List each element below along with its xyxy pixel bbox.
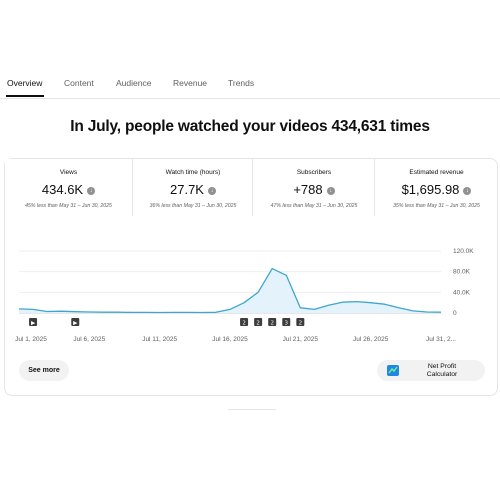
analytics-card: Views 434.6K ↓ 45% less than May 31 – Jun… [4, 158, 498, 396]
y-tick-label: 80.0K [453, 269, 471, 276]
npc-label: Net Profit Calculator [426, 363, 458, 378]
x-tick-label: Jul 16, 2025 [212, 336, 248, 343]
video-marker-label: ▶ [31, 320, 36, 326]
metric-comparison: 35% less than May 31 – Jun 30, 2025 [393, 203, 480, 209]
video-marker-label: 2 [270, 320, 274, 326]
page-headline: In July, people watched your videos 434,… [70, 118, 430, 135]
trend-down-icon: ↓ [87, 187, 96, 195]
y-tick-label: 120.0K [453, 248, 474, 255]
metric-value-text: +788 [293, 182, 323, 197]
x-tick-label: Jul 1, 2025 [15, 336, 47, 343]
metric-comparison: 36% less than May 31 – Jun 30, 2025 [149, 203, 237, 209]
y-tick-label: 40.0K [453, 289, 471, 296]
views-chart[interactable]: 120.0K 80.0K 40.0K 0 ▶ ▶ 2 2 2 3 2 Jul 1, 2025 Jul 6… [5, 229, 497, 349]
metric-watch-time[interactable]: Watch time (hours) 27.7K ↓ 36% less than … [132, 159, 253, 216]
video-marker [29, 318, 38, 326]
calculator-logo-icon [387, 365, 399, 376]
trend-down-icon: ↓ [463, 187, 472, 195]
metric-comparison: 45% less than May 31 – Jun 30, 2025 [25, 203, 112, 209]
metric-value: +788 ↓ [253, 182, 375, 197]
video-marker-label: 3 [285, 320, 289, 326]
active-tab-indicator [6, 95, 44, 97]
video-marker [240, 318, 249, 326]
metric-label: Subscribers [296, 169, 332, 176]
see-more-button[interactable]: See more [19, 360, 69, 381]
x-tick-label: Jul 6, 2025 [73, 336, 105, 343]
metric-value-text: 434.6K [41, 182, 84, 197]
metric-value-text: 27.7K [170, 182, 204, 197]
series-line [18, 267, 442, 314]
tab-revenue[interactable]: Revenue [173, 78, 208, 88]
video-marker [254, 318, 263, 326]
x-tick-label: Jul 11, 2025 [142, 336, 177, 343]
tab-audience[interactable]: Audience [116, 78, 152, 88]
metric-value: 27.7K ↓ [133, 182, 253, 197]
tab-overview[interactable]: Overview [7, 78, 43, 88]
metrics-row: Views 434.6K ↓ 45% less than May 31 – Jun… [5, 159, 497, 216]
x-tick-label: Jul 31, 2... [426, 336, 456, 343]
video-marker [282, 318, 291, 326]
metric-estimated-revenue[interactable]: Estimated revenue $1,695.98 ↓ 35% less th… [374, 159, 498, 216]
trend-down-icon: ↓ [326, 187, 335, 195]
metric-label: Views [59, 169, 78, 176]
x-tick-label: Jul 26, 2025 [353, 336, 389, 343]
metric-label: Estimated revenue [409, 169, 464, 176]
metric-value-text: $1,695.98 [401, 182, 460, 197]
video-marker [71, 318, 80, 326]
y-tick-label: 0 [453, 310, 457, 317]
metric-value: $1,695.98 ↓ [375, 182, 498, 197]
metric-value: 434.6K ↓ [5, 182, 132, 197]
metric-comparison: 47% less than May 31 – Jun 30, 2025 [270, 203, 358, 209]
video-marker-label: 2 [242, 320, 246, 326]
video-marker [268, 318, 277, 326]
tab-content[interactable]: Content [64, 78, 94, 88]
metric-subscribers[interactable]: Subscribers +788 ↓ 47% less than May 31 –… [252, 159, 375, 216]
video-marker-label: 2 [256, 320, 260, 326]
video-marker-label: 2 [299, 320, 303, 326]
video-marker [296, 318, 305, 326]
x-tick-label: Jul 21, 2025 [283, 336, 319, 343]
net-profit-calculator-button[interactable]: Net Profit Calculator [377, 360, 485, 381]
video-marker-label: ▶ [73, 320, 78, 326]
divider [228, 409, 276, 410]
metric-label: Watch time (hours) [165, 169, 221, 176]
tab-bar: Overview Content Audience Revenue Trends [0, 70, 500, 99]
series-area [19, 268, 441, 313]
tab-trends[interactable]: Trends [228, 78, 255, 88]
trend-down-icon: ↓ [207, 187, 216, 195]
metric-views[interactable]: Views 434.6K ↓ 45% less than May 31 – Jun… [5, 159, 132, 216]
